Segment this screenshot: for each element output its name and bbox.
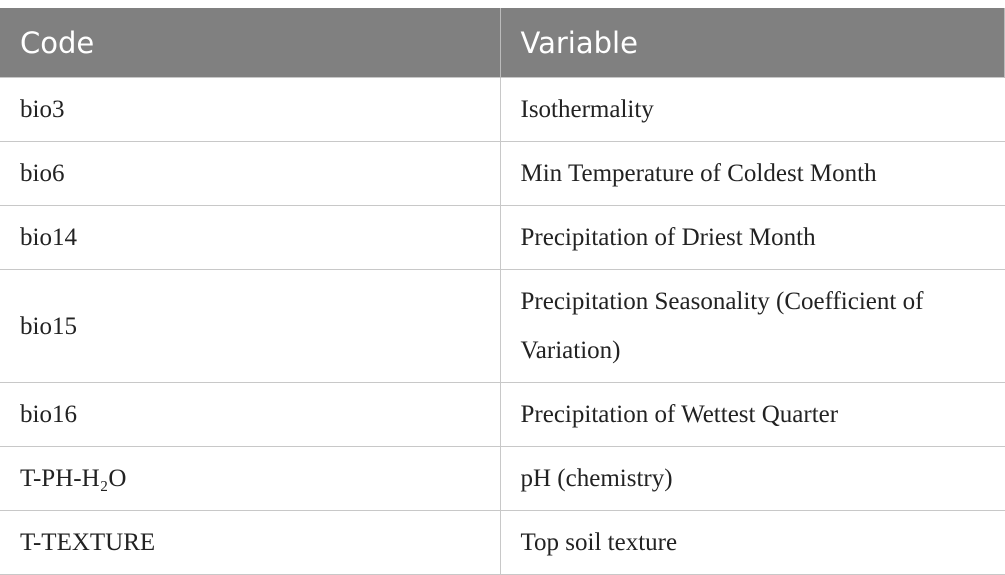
header-cell: Variable [500, 8, 1005, 78]
variable-cell: pH (chemistry) [499, 446, 1005, 511]
code-cell: bio3 [0, 77, 501, 142]
variable-cell: Precipitation of Wettest Quarter [499, 382, 1005, 447]
variable-cell: Precipitation of Driest Month [499, 205, 1005, 270]
code-cell: T-TEXTURE [0, 510, 501, 575]
variable-cell: Isothermality [499, 77, 1005, 142]
code-cell: bio6 [0, 141, 501, 206]
variable-cell: Precipitation Seasonality (Coefficient o… [499, 269, 1005, 383]
variable-table: Code Variable bio3 Isothermality bio6 Min T… [0, 8, 1005, 575]
table-row: T-PH-H₂O pH (chemistry) [0, 446, 1005, 511]
variable-cell: Min Temperature of Coldest Month [499, 141, 1005, 206]
table-row: T-TEXTURE Top soil texture [0, 510, 1005, 575]
code-cell: bio14 [0, 205, 501, 270]
table-body: bio3 Isothermality bio6 Min Temperature of … [0, 77, 1005, 575]
code-cell: bio16 [0, 382, 501, 447]
table-row: bio15 Precipitation Seasonality (Coeffici… [0, 269, 1005, 383]
table-row: bio16 Precipitation of Wettest Quarter [0, 382, 1005, 447]
table-row: bio14 Precipitation of Driest Month [0, 205, 1005, 270]
table-row: bio6 Min Temperature of Coldest Month [0, 141, 1005, 206]
table-row: bio3 Isothermality [0, 77, 1005, 142]
variable-cell: Top soil texture [499, 510, 1005, 575]
code-cell: bio15 [0, 269, 501, 383]
code-cell: T-PH-H₂O [0, 446, 501, 511]
header-cell: Code [0, 8, 501, 78]
header-row: Code Variable [0, 8, 1005, 78]
